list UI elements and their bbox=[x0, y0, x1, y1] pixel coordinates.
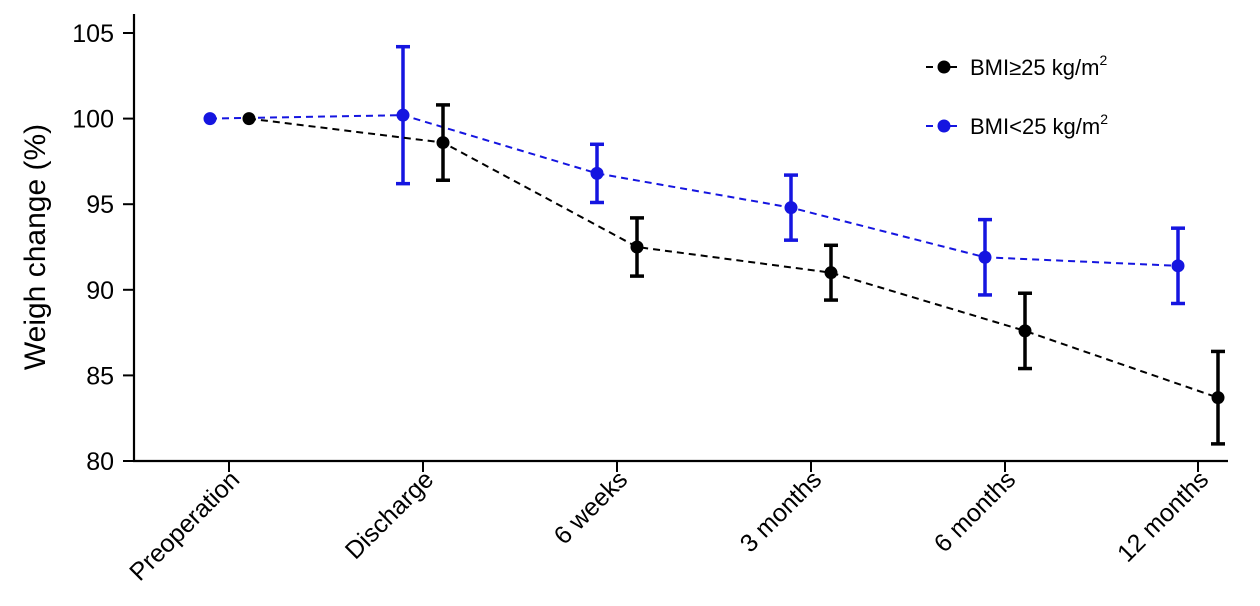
x-tick-label: Preoperation bbox=[124, 465, 245, 586]
x-tick-label: 6 months bbox=[929, 465, 1022, 558]
series-layer bbox=[203, 44, 1225, 446]
y-axis-title: Weigh change (%) bbox=[19, 124, 52, 370]
data-point bbox=[396, 108, 410, 122]
data-point bbox=[590, 166, 604, 180]
series-bmi-lt-25 bbox=[203, 44, 1185, 306]
y-axis-ticks: 80 85 90 95 100 105 bbox=[72, 20, 134, 476]
data-point bbox=[784, 201, 798, 215]
data-point bbox=[978, 250, 992, 264]
axes bbox=[132, 14, 1228, 463]
series-line bbox=[209, 114, 1179, 267]
y-tick-label: 95 bbox=[86, 191, 114, 219]
legend-label: BMI≥25 kg/m2 bbox=[970, 52, 1107, 80]
data-point bbox=[203, 112, 217, 126]
data-point bbox=[824, 266, 838, 280]
y-tick-label: 90 bbox=[86, 277, 114, 305]
y-tick-label: 105 bbox=[72, 20, 114, 48]
data-point bbox=[1018, 324, 1032, 338]
legend-label: BMI<25 kg/m2 bbox=[970, 111, 1108, 139]
data-point bbox=[1211, 391, 1225, 405]
data-point bbox=[242, 112, 256, 126]
x-axis-ticks: Preoperation Discharge 6 weeks 3 months 6 mo… bbox=[124, 461, 1214, 586]
x-tick-label: Discharge bbox=[340, 465, 439, 564]
data-point bbox=[436, 136, 450, 150]
legend-marker bbox=[937, 60, 951, 74]
y-tick-label: 80 bbox=[86, 448, 114, 476]
legend: BMI≥25 kg/m2 BMI<25 kg/m2 bbox=[926, 52, 1108, 139]
x-tick-label: 12 months bbox=[1112, 465, 1214, 567]
series-line bbox=[248, 117, 1219, 399]
data-point bbox=[1171, 259, 1185, 273]
x-tick-label: 6 weeks bbox=[549, 465, 634, 550]
data-point bbox=[630, 240, 644, 254]
legend-marker bbox=[937, 119, 951, 133]
y-tick-label: 85 bbox=[86, 362, 114, 390]
legend-item: BMI≥25 kg/m2 bbox=[926, 52, 1107, 80]
x-tick-label: 3 months bbox=[735, 465, 828, 558]
y-tick-label: 100 bbox=[72, 106, 114, 134]
legend-item: BMI<25 kg/m2 bbox=[926, 111, 1108, 139]
series-bmi-ge-25 bbox=[242, 103, 1225, 446]
